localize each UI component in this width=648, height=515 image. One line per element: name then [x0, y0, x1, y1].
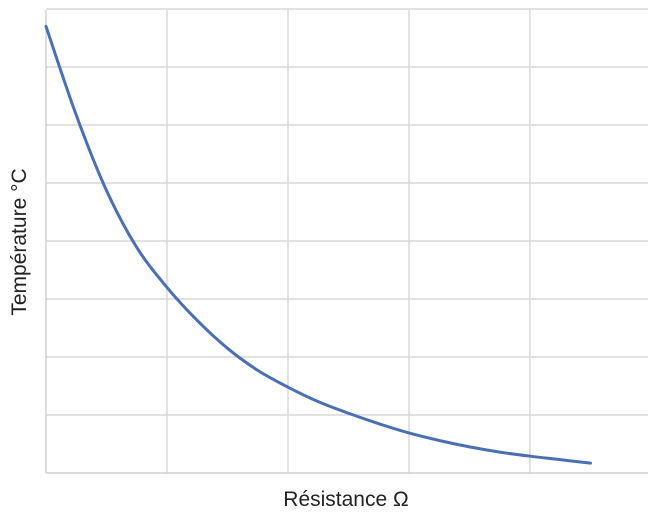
- series-line-0: [44, 24, 592, 465]
- axes: [45, 10, 648, 474]
- series-group: [44, 24, 592, 465]
- grid: [46, 8, 648, 473]
- x-axis-label: Résistance Ω: [283, 488, 408, 511]
- y-axis-label: Température °C: [8, 168, 31, 315]
